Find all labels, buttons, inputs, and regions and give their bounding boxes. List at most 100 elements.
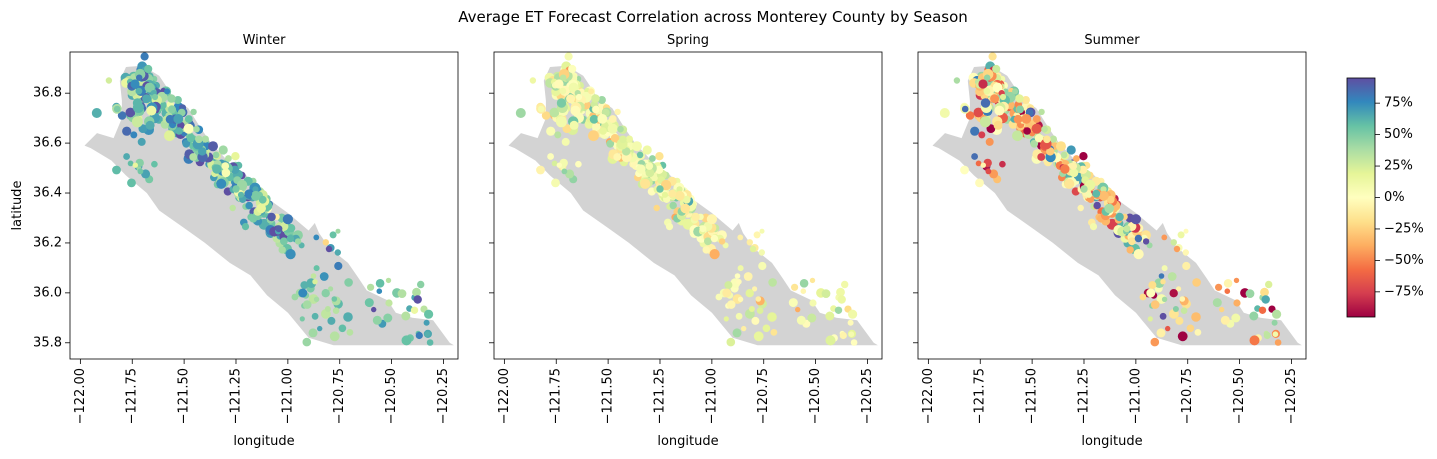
data-point (999, 160, 1006, 168)
data-point (676, 186, 683, 193)
data-point (401, 335, 412, 346)
data-point (569, 120, 579, 130)
colorbar-tick-label: −25% (1384, 221, 1424, 236)
data-point (313, 234, 320, 241)
data-point (1165, 325, 1171, 332)
data-point (1261, 295, 1270, 304)
data-point (344, 278, 353, 287)
data-point (1146, 242, 1153, 249)
data-point (424, 309, 434, 319)
data-point (195, 135, 203, 144)
y-tick-label: 36.8 (33, 86, 62, 101)
x-tick-label: −120.25 (1284, 368, 1299, 424)
x-tick-label: −121.75 (973, 368, 988, 424)
data-point (610, 134, 620, 143)
data-point (1150, 300, 1160, 309)
data-point (1064, 178, 1075, 189)
data-point (770, 329, 778, 336)
data-point (144, 64, 153, 74)
data-point (230, 165, 240, 174)
data-point (1175, 316, 1184, 325)
data-point (546, 126, 556, 136)
data-point (1180, 307, 1188, 315)
data-point (737, 234, 744, 241)
data-point (625, 135, 634, 143)
data-point (985, 168, 992, 175)
data-point (1249, 335, 1260, 346)
data-point (1073, 155, 1080, 162)
data-point (250, 190, 261, 201)
data-point (173, 114, 184, 124)
data-point (645, 168, 655, 178)
data-point (338, 324, 347, 333)
x-tick-label: −122.00 (921, 368, 936, 424)
data-point (127, 160, 134, 167)
data-point (1078, 165, 1088, 174)
data-point (706, 214, 718, 225)
data-point (140, 52, 149, 61)
data-point (208, 141, 218, 152)
data-point (343, 312, 353, 322)
data-point (311, 312, 319, 320)
data-point (1134, 234, 1143, 243)
data-point (834, 306, 843, 314)
data-point (1177, 331, 1188, 342)
data-point (327, 316, 336, 325)
data-point (1104, 203, 1114, 214)
colorbar-tick-label: −50% (1384, 253, 1424, 268)
data-point (1060, 164, 1070, 174)
data-point (529, 77, 537, 84)
data-point (565, 169, 575, 179)
colorbar: 75% 50% 25% 0% −25% −50% −75% (1346, 77, 1424, 318)
data-point (807, 313, 817, 323)
data-point (847, 319, 854, 326)
data-point (167, 94, 176, 103)
data-point (588, 88, 595, 95)
data-point (560, 74, 567, 81)
data-point (568, 64, 577, 74)
x-tick-label: −121.75 (125, 368, 140, 424)
data-point (1159, 312, 1167, 320)
data-point (1169, 289, 1178, 298)
data-point (415, 331, 423, 340)
panel-title: Spring (667, 33, 709, 48)
data-point (973, 107, 984, 118)
data-point (674, 190, 685, 201)
data-point (809, 299, 817, 307)
data-point (1060, 151, 1068, 159)
data-point (267, 212, 276, 222)
data-point (1080, 185, 1088, 193)
data-point (715, 293, 723, 301)
data-point (726, 337, 736, 347)
data-point (285, 249, 296, 260)
data-point (1150, 337, 1160, 347)
data-point (385, 277, 392, 284)
data-point (748, 306, 755, 312)
data-point (699, 225, 707, 233)
data-point (1077, 204, 1084, 212)
data-point (561, 137, 570, 146)
panel-title: Winter (243, 33, 287, 48)
data-point (762, 324, 771, 333)
data-point (746, 239, 753, 246)
data-point (668, 189, 677, 198)
x-tick-label: −121.00 (280, 368, 295, 424)
data-point (680, 203, 690, 214)
data-point (839, 331, 847, 340)
data-point (245, 201, 253, 210)
data-point (1223, 279, 1233, 288)
x-tick-label: −121.25 (1077, 368, 1092, 424)
data-point (1274, 339, 1282, 346)
data-point (1139, 293, 1147, 301)
data-point (640, 178, 651, 189)
data-point (1191, 312, 1201, 322)
y-tick-label: 36.6 (33, 136, 62, 151)
data-point (795, 306, 801, 313)
data-point (216, 178, 227, 189)
data-point (225, 155, 232, 162)
data-point (756, 307, 764, 315)
data-point (186, 134, 196, 143)
data-point (417, 280, 425, 289)
data-point (1037, 153, 1046, 161)
